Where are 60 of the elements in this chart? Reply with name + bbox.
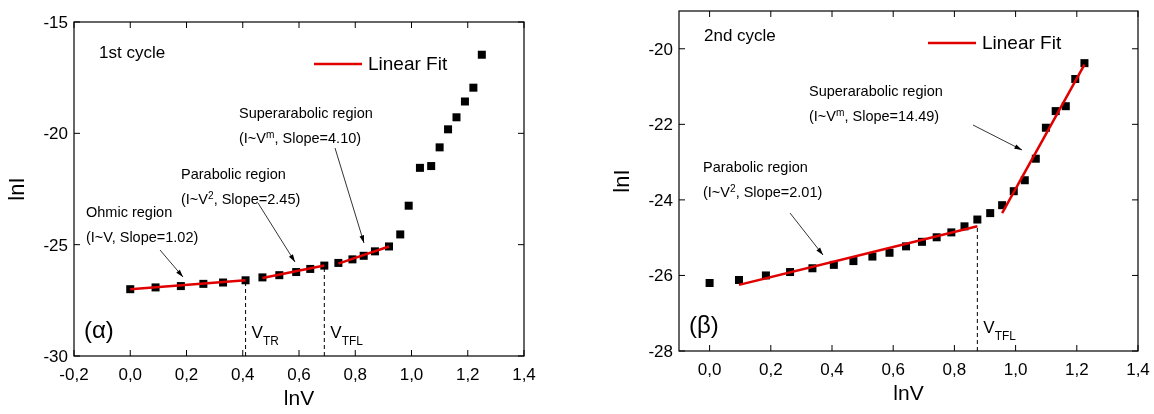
y-tick-label: -26 bbox=[648, 266, 673, 286]
point bbox=[469, 83, 478, 92]
point bbox=[705, 279, 714, 287]
ref-line-label: V$_{TFL}$ bbox=[983, 318, 1017, 343]
y-tick-label: -20 bbox=[648, 39, 673, 59]
x-tick-label: 1,0 bbox=[1003, 360, 1028, 379]
y-tick-label: -25 bbox=[43, 235, 68, 255]
x-tick-label: 0,2 bbox=[174, 365, 199, 384]
annotation: (α) bbox=[84, 316, 114, 343]
legend-label: Linear Fit bbox=[368, 53, 448, 74]
annotation: Superarabolic region (I~V$^{m}$, Slope=14.49) bbox=[809, 83, 943, 124]
x-tick-label: 0,8 bbox=[343, 365, 368, 384]
point bbox=[435, 143, 444, 152]
x-tick-label: 0,0 bbox=[118, 365, 143, 384]
point bbox=[477, 50, 486, 59]
point bbox=[415, 163, 424, 172]
y-axis-title: lnI bbox=[609, 169, 634, 193]
x-axis-title: lnV bbox=[283, 386, 315, 409]
point bbox=[973, 215, 982, 224]
y-tick-label: -30 bbox=[43, 347, 68, 366]
x-tick-label: 0,4 bbox=[820, 360, 844, 379]
annotation: 2nd cycle bbox=[704, 26, 776, 45]
y-tick-label: -15 bbox=[43, 13, 68, 32]
x-tick-label: 1,2 bbox=[1064, 360, 1089, 379]
ref-line-label: V$_{TR}$ bbox=[251, 323, 280, 348]
legend-label: Linear Fit bbox=[982, 32, 1062, 53]
x-tick-label: 0,6 bbox=[287, 365, 311, 384]
y-tick-label: -20 bbox=[43, 124, 68, 144]
point bbox=[444, 125, 453, 134]
y-axis-title: lnI bbox=[4, 177, 29, 201]
point bbox=[868, 252, 877, 261]
x-tick-label: 0,2 bbox=[758, 360, 783, 379]
y-tick-label: -24 bbox=[648, 190, 673, 210]
x-tick-label: 1,2 bbox=[455, 365, 480, 384]
point bbox=[1080, 59, 1089, 68]
annotation: 1st cycle bbox=[99, 43, 166, 62]
x-tick-label: 1,4 bbox=[512, 365, 536, 384]
x-tick-label: 0,6 bbox=[881, 360, 906, 379]
x-tick-label: 0,0 bbox=[697, 360, 722, 379]
point bbox=[734, 275, 743, 284]
annotation: (β) bbox=[689, 311, 719, 338]
point bbox=[986, 209, 995, 218]
x-tick-label: 0,8 bbox=[942, 360, 967, 379]
annotation: Superarabolic region (I~V$^{m}$, Slope=4.10) bbox=[239, 105, 373, 146]
point bbox=[452, 113, 461, 122]
point bbox=[396, 230, 405, 239]
ref-line-label: V$_{TFL}$ bbox=[330, 323, 364, 348]
annotation: Parabolic region (I~V$^{2}$, Slope=2.01) bbox=[703, 159, 823, 200]
x-tick-label: -0,2 bbox=[59, 365, 89, 384]
y-tick-label: -28 bbox=[648, 342, 673, 361]
point bbox=[427, 162, 436, 171]
annotation: Parabolic region (I~V$^{2}$, Slope=2.45) bbox=[181, 166, 301, 207]
y-tick-label: -22 bbox=[648, 115, 673, 135]
x-tick-label: 0,4 bbox=[230, 365, 255, 384]
point bbox=[404, 201, 413, 210]
point bbox=[885, 248, 894, 257]
x-axis-title: lnV bbox=[893, 381, 924, 404]
point bbox=[460, 97, 469, 106]
x-tick-label: 1,4 bbox=[1126, 360, 1150, 379]
x-tick-label: 1,0 bbox=[399, 365, 424, 384]
